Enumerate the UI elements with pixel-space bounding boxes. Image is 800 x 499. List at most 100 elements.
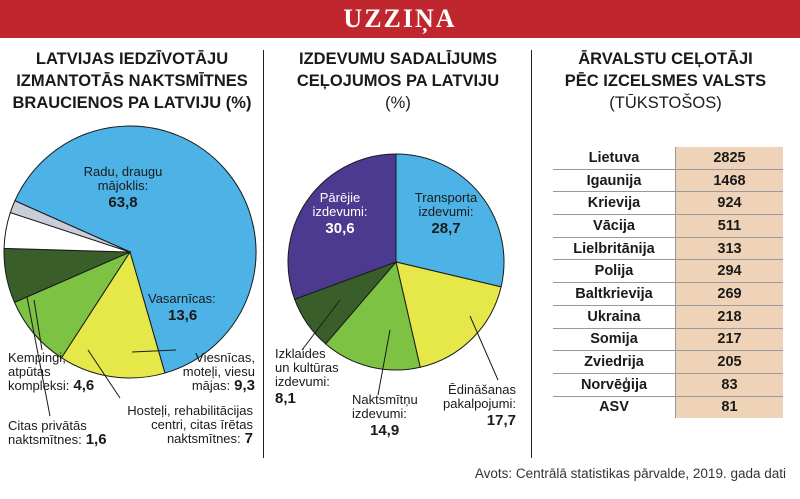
slice-label-text: izdevumi: (419, 204, 474, 219)
value-cell: 313 (675, 236, 783, 260)
slice-label-text: mājoklis: (98, 178, 149, 193)
country-cell: Krievija (553, 191, 676, 215)
table-row: Lielbritānija 313 (553, 236, 783, 260)
value-cell: 2825 (675, 147, 783, 170)
column-divider (263, 50, 264, 458)
slice-label: Vasarnīcas:13,6 (148, 291, 216, 324)
leader-line (377, 329, 391, 396)
country-cell: Ukraina (553, 304, 676, 328)
slice-value: 4,6 (73, 377, 94, 394)
table-row: Norvēģija 83 (553, 372, 783, 397)
value-cell: 924 (675, 191, 783, 215)
panel1-title-line: IZMANTOTĀS NAKTSMĪTNES (16, 72, 248, 90)
slice-label-text: Pārējie (320, 190, 360, 205)
panel1-title-line: LATVIJAS IEDZĪVOTĀJU (35, 50, 229, 68)
slice-label-text: Radu, draugu (84, 164, 163, 179)
table-row: Polija 294 (553, 259, 783, 283)
pie2-slice (395, 261, 502, 368)
panel3-title-line: ĀRVALSTU CEĻOTĀJI (578, 50, 753, 68)
slice-label-text: Vasarnīcas: (148, 291, 216, 306)
slice-label-text: un kultūras (275, 360, 339, 375)
slice-label-text: mājas: 9,3 (192, 377, 255, 394)
slice-value: 63,8 (108, 194, 137, 211)
slice-value: 30,6 (325, 220, 354, 237)
slice-label-text: naktsmītnes: 1,6 (8, 431, 107, 448)
panel1-title: LATVIJAS IEDZĪVOTĀJU IZMANTOTĀS NAKTSMĪT… (6, 48, 258, 114)
value-cell: 511 (675, 214, 783, 238)
slice-label-text: Ēdināšanas (448, 382, 516, 397)
value-cell: 83 (675, 372, 783, 397)
country-table: Lietuva 2825 Igaunija 1468 Krievija 924 Vācija… (553, 147, 783, 419)
value-cell: 1468 (675, 168, 783, 192)
slice-label-text: kompleksi: 4,6 (8, 377, 94, 394)
slice-label-text: Citas privātās (8, 418, 87, 433)
slice-value: 7 (245, 430, 253, 447)
table-row: Baltkrievija 269 (553, 282, 783, 306)
panel2-title-line: CEĻOJUMOS PA LATVIJU (296, 72, 500, 90)
slice-label-text: Hosteļi, rehabilitācijas (127, 403, 253, 418)
value-cell: 269 (675, 282, 783, 306)
leader-line (87, 349, 121, 399)
source-note: Avots: Centrālā statistikas pārvalde, 20… (474, 466, 786, 481)
table-row: Igaunija 1468 (553, 168, 783, 192)
slice-value: 14,9 (370, 422, 399, 439)
slice-value: 8,1 (275, 390, 296, 407)
leader-line (26, 296, 51, 417)
leader-line (131, 349, 177, 353)
slice-value: 9,3 (234, 377, 255, 394)
slice-label-text: Izklaides (275, 346, 326, 361)
table-row: ASV 81 (553, 395, 783, 419)
country-cell: Igaunija (553, 168, 676, 192)
country-cell: Zviedrija (553, 350, 676, 374)
panel2-title-line: (%) (385, 94, 411, 112)
country-cell: Polija (553, 259, 676, 283)
country-cell: ASV (553, 395, 676, 419)
pie1-slice (9, 200, 131, 253)
leader-line (469, 315, 499, 381)
slice-label-text: moteļi, viesu (183, 364, 255, 379)
country-cell: Somija (553, 327, 676, 351)
slice-value: 17,7 (487, 412, 516, 429)
slice-value: 13,6 (168, 307, 197, 324)
header-banner (0, 0, 800, 38)
panel3-title: ĀRVALSTU CEĻOTĀJI PĒC IZCELSMES VALSTS (… (538, 48, 793, 114)
value-cell: 218 (675, 304, 783, 328)
slice-label-text: izdevumi: (313, 204, 368, 219)
value-cell: 294 (675, 259, 783, 283)
value-cell: 217 (675, 327, 783, 351)
slice-label-text: izdevumi: (275, 374, 330, 389)
value-cell: 205 (675, 350, 783, 374)
slice-label-text: naktsmītnes: 7 (167, 430, 253, 447)
country-cell: Lietuva (553, 147, 676, 170)
slice-label-text: atpūtas (8, 364, 51, 379)
country-cell: Baltkrievija (553, 282, 676, 306)
panel3-title-line: (TŪKSTOŠOS) (609, 94, 722, 112)
slice-label-text: Naktsmītņu (352, 392, 418, 407)
pie2-slice (324, 260, 421, 371)
slice-label-text: Viesnīcas, (195, 350, 255, 365)
panel1-title-line: BRAUCIENOS PA LATVIJU (%) (12, 94, 252, 112)
panel2-title-line: IZDEVUMU SADALĪJUMS (298, 50, 497, 68)
value-cell: 81 (675, 395, 783, 419)
leader-line (33, 299, 43, 351)
panel2-title: IZDEVUMU SADALĪJUMS CEĻOJUMOS PA LATVIJU… (272, 48, 524, 114)
country-cell: Norvēģija (553, 372, 676, 397)
slice-value: 28,7 (431, 220, 460, 237)
table-row: Lietuva 2825 (553, 147, 783, 170)
slice-label-text: Transporta (415, 190, 478, 205)
pie2-slice (395, 153, 505, 288)
slice-label-text: pakalpojumi: (443, 396, 516, 411)
country-cell: Lielbritānija (553, 236, 676, 260)
table-row: Ukraina 218 (553, 304, 783, 328)
table-row: Vācija 511 (553, 214, 783, 238)
leader-line (301, 299, 341, 351)
